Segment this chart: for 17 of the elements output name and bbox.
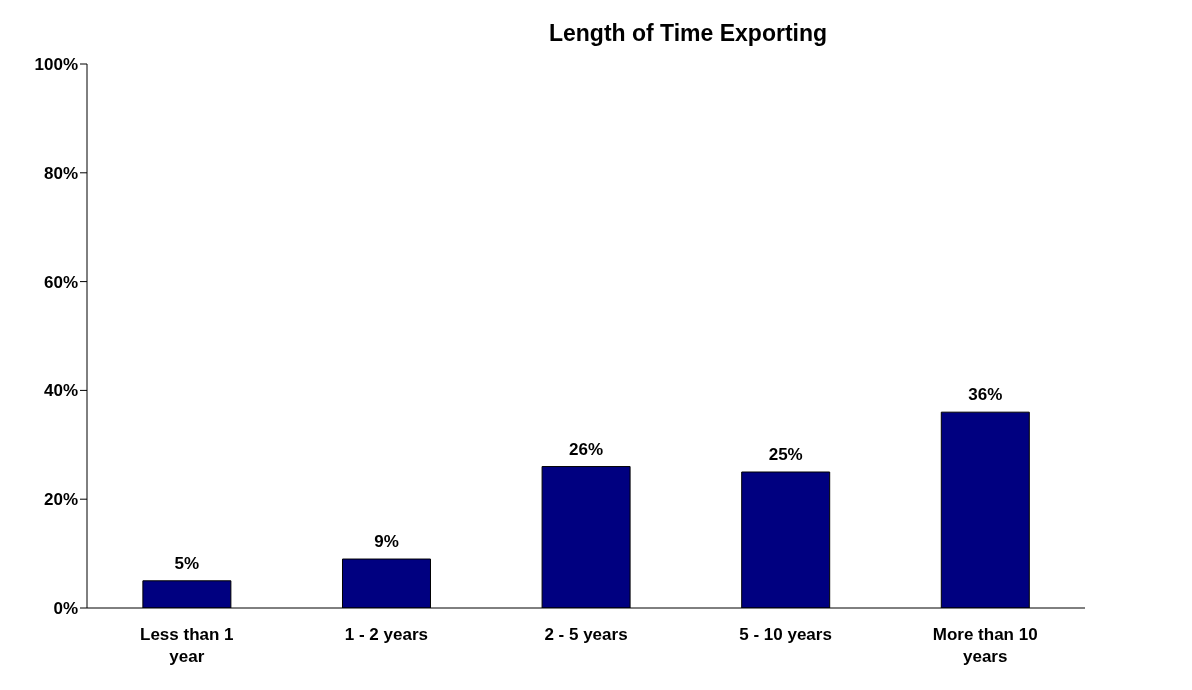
data-label: 9% <box>374 532 399 552</box>
y-tick-label: 100% <box>34 55 78 75</box>
x-tick-label: 2 - 5 years <box>544 625 628 644</box>
y-tick-label: 40% <box>43 381 78 401</box>
data-label: 36% <box>968 385 1003 405</box>
data-label: 26% <box>569 439 604 459</box>
x-tick-label: Less than 1 year <box>140 625 234 666</box>
chart-title: Length of Time Exporting <box>547 20 829 47</box>
y-tick-label: 0% <box>53 599 78 619</box>
y-tick-label: 20% <box>43 490 78 510</box>
x-tick-label: More than 10 years <box>932 625 1038 666</box>
data-label: 5% <box>174 553 200 573</box>
data-label: 25% <box>768 445 803 464</box>
y-tick-label: 60% <box>43 272 78 292</box>
x-tick-label: 5 - 10 years <box>739 625 832 644</box>
x-tick-label: 1 - 2 years <box>344 625 428 644</box>
y-tick-label: 80% <box>43 163 78 183</box>
